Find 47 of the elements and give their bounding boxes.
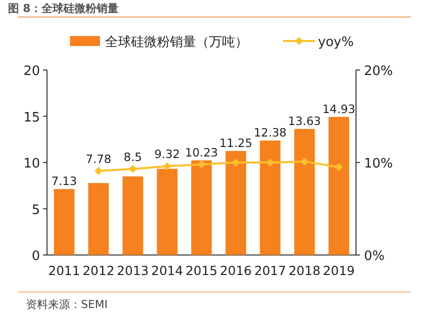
- data-label: 11.25: [219, 136, 252, 150]
- legend-label: 全球硅微粉销量（万吨）: [105, 35, 248, 50]
- point: [266, 158, 274, 166]
- data-label: 10.23: [185, 145, 218, 160]
- data-label: 9.32: [154, 147, 180, 162]
- x-tick-label: 2018: [288, 263, 320, 278]
- text: 资料来源：SEMI: [26, 298, 108, 311]
- y-tick-label: 15: [23, 110, 40, 126]
- data-label: 13.63: [288, 114, 321, 128]
- bar: [156, 168, 178, 255]
- data-label: 8.5: [124, 150, 142, 164]
- x-tick-label: 2019: [322, 263, 355, 278]
- bar: [191, 160, 212, 255]
- data-label: 7.13: [51, 174, 77, 188]
- y2-tick-label: 20%: [364, 64, 393, 79]
- x-tick-label: 2016: [220, 263, 252, 278]
- x-tick-label: 2011: [48, 263, 80, 278]
- data-label: 7.78: [86, 152, 112, 166]
- point: [163, 162, 172, 170]
- bar: [226, 150, 246, 255]
- point: [94, 166, 102, 175]
- legend-label: yoy%: [318, 35, 354, 50]
- y2-tick-label: 0%: [364, 249, 385, 264]
- y2-tick-label: 10%: [364, 156, 393, 172]
- bar: [88, 183, 109, 255]
- bar: [54, 189, 74, 255]
- y-tick-label: 10: [23, 156, 40, 172]
- x-tick-label: 2017: [254, 263, 286, 278]
- chart-title: 图 8：全球硅微粉销量: [8, 2, 118, 15]
- x-tick-label: 2013: [116, 263, 149, 278]
- x-tick-label: 2015: [186, 263, 218, 278]
- point: [300, 158, 308, 166]
- point: [232, 158, 240, 166]
- bar: [122, 176, 144, 255]
- y-tick-label: 5: [32, 202, 40, 218]
- point: [334, 163, 343, 172]
- x-tick-label: 2012: [82, 263, 114, 278]
- bar: [294, 128, 315, 255]
- data-label: 12.38: [254, 125, 287, 140]
- point: [198, 160, 206, 168]
- bar: [328, 116, 350, 255]
- y-tick-label: 0: [32, 249, 40, 264]
- x-tick-label: 2014: [151, 263, 184, 278]
- point: [128, 164, 137, 173]
- data-label: 14.93: [322, 102, 356, 116]
- bar: [260, 140, 280, 255]
- y-tick-label: 20: [23, 64, 40, 79]
